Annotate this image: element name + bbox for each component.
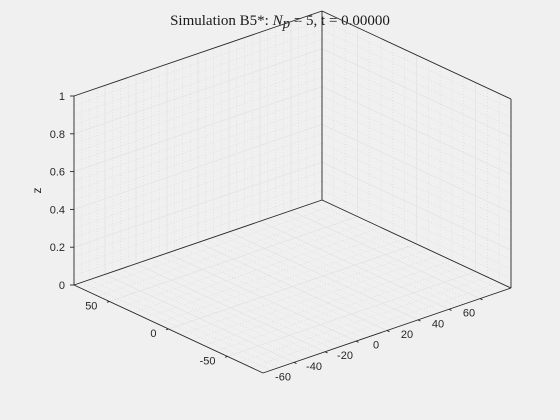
x-tick-label: 20 [401,329,413,341]
y-tick-label: 50 [85,301,97,313]
floor-y-gridline [109,216,358,302]
y-tick-label: 0 [150,328,156,340]
x-tick-label: -20 [337,350,353,362]
x-tick [448,308,452,311]
floor-y-gridline [168,243,417,330]
side-wall-z-gridline [321,161,512,251]
back-wall-z-gridline [73,48,323,135]
z-axis-label: z [30,188,44,194]
z-tick-label: 0.6 [50,167,65,179]
x-tick-label: 40 [432,318,444,330]
x-tick-label: -60 [275,371,291,383]
floor-y-gridline [227,271,476,357]
box-edge-floor-back [73,199,323,286]
box-edge-top-right [321,10,512,100]
z-tick-label: 1 [59,91,65,103]
z-tick-label: 0.8 [50,129,65,141]
x-tick [417,319,421,322]
x-tick [479,298,483,301]
title-math-subscript: p [282,16,291,32]
side-wall-z-gridline [321,86,512,175]
side-wall-z-gridline [321,124,512,213]
x-tick-label: 0 [373,340,379,352]
plot-title: Simulation B5*: Np = 5, t = 0.00000 [170,13,390,32]
side-wall-z-gridline [321,48,512,138]
tick-marks [70,95,483,364]
tick-labels: -60 -40 -20 0 20 40 60 -50 0 50 0 0.2 0.4 0.6 0.8 1 [50,91,475,383]
x-tick-label: 60 [463,308,475,320]
back-wall-z-gridline [73,161,323,248]
box-edge-top-back [73,10,323,97]
z-tick-label: 0.4 [50,204,65,216]
major-grid [73,10,512,363]
title-suffix: = 5, t = 0.00000 [290,13,390,29]
x-tick [293,361,297,364]
y-tick [224,356,228,358]
y-tick [106,301,110,303]
y-tick [165,328,169,331]
minor-grid [73,10,512,374]
z-tick-label: 0.2 [50,242,65,254]
back-wall-z-gridline [73,124,323,210]
y-tick-label: -50 [200,356,216,368]
back-wall-z-gridline [73,86,323,172]
box-edge-floor-right [321,199,512,289]
z-tick-label: 0 [59,280,65,292]
axes-box [73,10,512,374]
title-prefix: Simulation B5*: [170,13,273,29]
x-tick [324,351,328,354]
x-tick-label: -40 [306,361,322,373]
x-tick [386,330,390,333]
x-tick [355,340,359,343]
